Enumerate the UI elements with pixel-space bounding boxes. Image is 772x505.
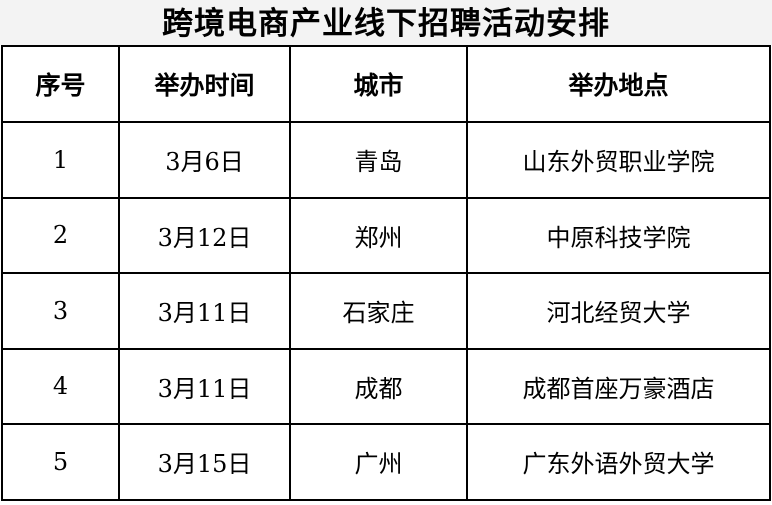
schedule-table: 序号 举办时间 城市 举办地点 1 3月6日 青岛 山东外贸职业学院 2 3月12日 郑州中…: [1, 45, 771, 501]
cell-venue: 河北经贸大学: [466, 272, 771, 350]
cell-venue: 广东外语外贸大学: [466, 423, 771, 501]
cell-city: 石家庄: [289, 272, 468, 350]
cell-city: 郑州: [289, 196, 468, 274]
cell-city: 成都: [289, 347, 468, 425]
header-date: 举办时间: [118, 45, 291, 123]
cell-date: 3月6日: [118, 121, 291, 199]
cell-venue: 中原科技学院: [466, 196, 771, 274]
table-row: 3 3月11日 石家庄 河北经贸大学: [1, 272, 771, 350]
header-row: 序号 举办时间 城市 举办地点: [1, 45, 771, 123]
cell-date: 3月11日: [118, 272, 291, 350]
cell-index: 1: [1, 121, 120, 199]
cell-index: 5: [1, 423, 120, 501]
cell-index: 2: [1, 196, 120, 274]
cell-venue: 成都首座万豪酒店: [466, 347, 771, 425]
cell-date: 3月12日: [118, 196, 291, 274]
header-city: 城市: [289, 45, 468, 123]
cell-date: 3月11日: [118, 347, 291, 425]
cell-index: 4: [1, 347, 120, 425]
table-row: 5 3月15日 广州 广东外语外贸大学: [1, 423, 771, 501]
cell-city: 广州: [289, 423, 468, 501]
cell-index: 3: [1, 272, 120, 350]
cell-city: 青岛: [289, 121, 468, 199]
table-row: 1 3月6日 青岛 山东外贸职业学院: [1, 121, 771, 199]
cell-venue: 山东外贸职业学院: [466, 121, 771, 199]
cell-date: 3月15日: [118, 423, 291, 501]
table-row: 4 3月11日 成都 成都首座万豪酒店: [1, 347, 771, 425]
header-index: 序号: [1, 45, 120, 123]
document-title: 跨境电商产业线下招聘活动安排: [0, 0, 772, 45]
table-row: 2 3月12日 郑州 中原科技学院: [1, 196, 771, 274]
header-venue: 举办地点: [466, 45, 771, 123]
